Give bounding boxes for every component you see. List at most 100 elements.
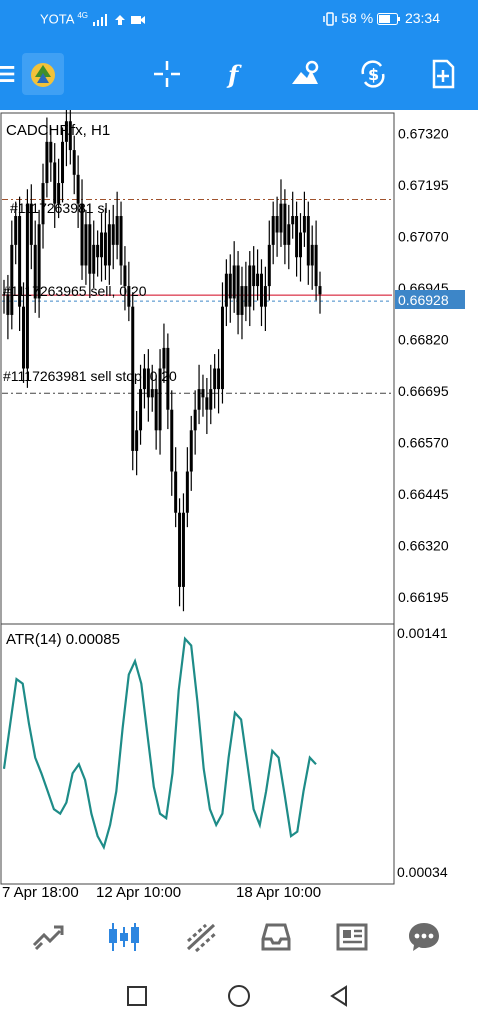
status-bar: YOTA 4G 58 % 23:34 — [0, 0, 478, 37]
candle-body — [193, 409, 197, 431]
chart-candles-icon — [109, 923, 139, 951]
candle-body — [135, 430, 139, 451]
indicators-button[interactable]: f — [212, 51, 258, 97]
system-nav — [0, 967, 478, 1024]
candle-body — [205, 397, 209, 410]
atr-line — [2, 636, 317, 851]
candle-body — [197, 389, 201, 410]
candle-body — [103, 232, 107, 266]
timeframe-button[interactable]: $ — [350, 51, 396, 97]
candle-body — [41, 183, 45, 225]
candle-body — [178, 512, 182, 587]
candle-body — [209, 389, 213, 410]
candle-body — [279, 203, 283, 233]
new-order-icon — [432, 59, 455, 89]
candle-body — [318, 286, 322, 295]
candle-body — [310, 244, 314, 266]
back-button[interactable] — [326, 983, 352, 1009]
candle-body — [259, 273, 263, 307]
candle-body — [283, 203, 287, 245]
candle-body — [166, 347, 170, 410]
nav-messages[interactable] — [402, 917, 446, 957]
candle-body — [252, 265, 256, 287]
candle-body — [162, 347, 166, 369]
price-tick: 0.66445 — [398, 486, 449, 502]
time-label: 7 Apr 18:00 — [2, 884, 79, 901]
objects-button[interactable] — [282, 51, 328, 97]
candle-body — [22, 306, 26, 369]
candle-body — [111, 224, 115, 245]
current-price-label: 0.66928 — [398, 292, 449, 308]
recents-button[interactable] — [124, 983, 150, 1009]
candle-body — [18, 216, 22, 307]
chat-icon — [409, 923, 439, 951]
candle-body — [49, 141, 53, 163]
svg-text:f: f — [226, 60, 242, 89]
symbol-label: CADCHF.fx, H1 — [6, 122, 110, 139]
clock: 23:34 — [404, 10, 440, 26]
chart-area[interactable]: 0.67320 0.67195 0.67070 0.66945 0.66820 0.666… — [0, 96, 478, 905]
upload-icon — [115, 14, 126, 25]
candle-body — [298, 232, 302, 258]
candle-body — [220, 306, 224, 390]
circle-icon — [228, 985, 250, 1007]
home-button[interactable] — [226, 983, 252, 1009]
candle-body — [154, 389, 158, 431]
candle-body — [107, 224, 111, 266]
candle-body — [76, 174, 80, 204]
timeframe-icon: $ — [361, 60, 385, 88]
crosshair-icon — [154, 61, 180, 87]
nav-trade[interactable] — [180, 917, 224, 957]
candle-body — [29, 203, 33, 245]
square-icon — [127, 986, 147, 1006]
nav-history[interactable] — [254, 917, 298, 957]
menu-icon — [0, 66, 15, 82]
candle-body — [240, 286, 244, 315]
nav-chart[interactable] — [102, 917, 146, 957]
objects-icon — [292, 60, 319, 84]
time-label: 18 Apr 10:00 — [236, 884, 321, 901]
candle-body — [14, 216, 18, 245]
candle-body — [256, 273, 260, 287]
order-label-sl[interactable]: #1117263981 sl — [10, 200, 108, 216]
candle-body — [10, 244, 14, 315]
candle-body — [201, 389, 205, 398]
candle-body — [228, 273, 232, 299]
candle-body — [302, 216, 306, 233]
candle-body — [174, 471, 178, 513]
candle-body — [271, 216, 275, 245]
price-tick: 0.67070 — [398, 229, 449, 245]
price-tick: 0.66695 — [398, 383, 449, 399]
candle-body — [150, 389, 154, 398]
nav-news[interactable] — [330, 917, 374, 957]
atr-indicator — [2, 636, 317, 851]
candle-body — [80, 203, 84, 266]
price-tick: 0.66320 — [398, 538, 449, 554]
crosshair-button[interactable] — [144, 51, 190, 97]
vibrate-icon — [323, 12, 338, 27]
candle-body — [217, 368, 221, 390]
nav-quotes[interactable] — [26, 917, 70, 957]
indicators-icon: f — [226, 60, 242, 89]
candle-body — [88, 224, 92, 274]
menu-button[interactable] — [0, 51, 18, 97]
candle-body — [115, 216, 119, 245]
network-label: 4G — [77, 11, 89, 20]
candle-body — [25, 203, 29, 369]
candle-body — [275, 216, 279, 233]
order-label-sell[interactable]: #1117263965 sell, 0.20 — [3, 283, 147, 299]
candle-body — [158, 368, 162, 431]
candle-body — [287, 224, 291, 245]
metatrader-logo[interactable] — [22, 53, 64, 95]
candle-body — [314, 244, 318, 287]
candle-body — [306, 216, 310, 266]
candle-body — [139, 389, 143, 431]
candle-body — [181, 512, 185, 587]
candle-body — [84, 224, 88, 266]
quotes-icon — [32, 925, 64, 951]
candle-body — [6, 294, 10, 315]
time-label: 12 Apr 10:00 — [96, 884, 181, 901]
new-order-button[interactable] — [420, 51, 466, 97]
order-label-sell-stop[interactable]: #1117263981 sell stop, 0.20 — [3, 368, 177, 384]
chart-svg[interactable]: 0.673200.671950.670700.669450.668200.666… — [0, 96, 478, 905]
